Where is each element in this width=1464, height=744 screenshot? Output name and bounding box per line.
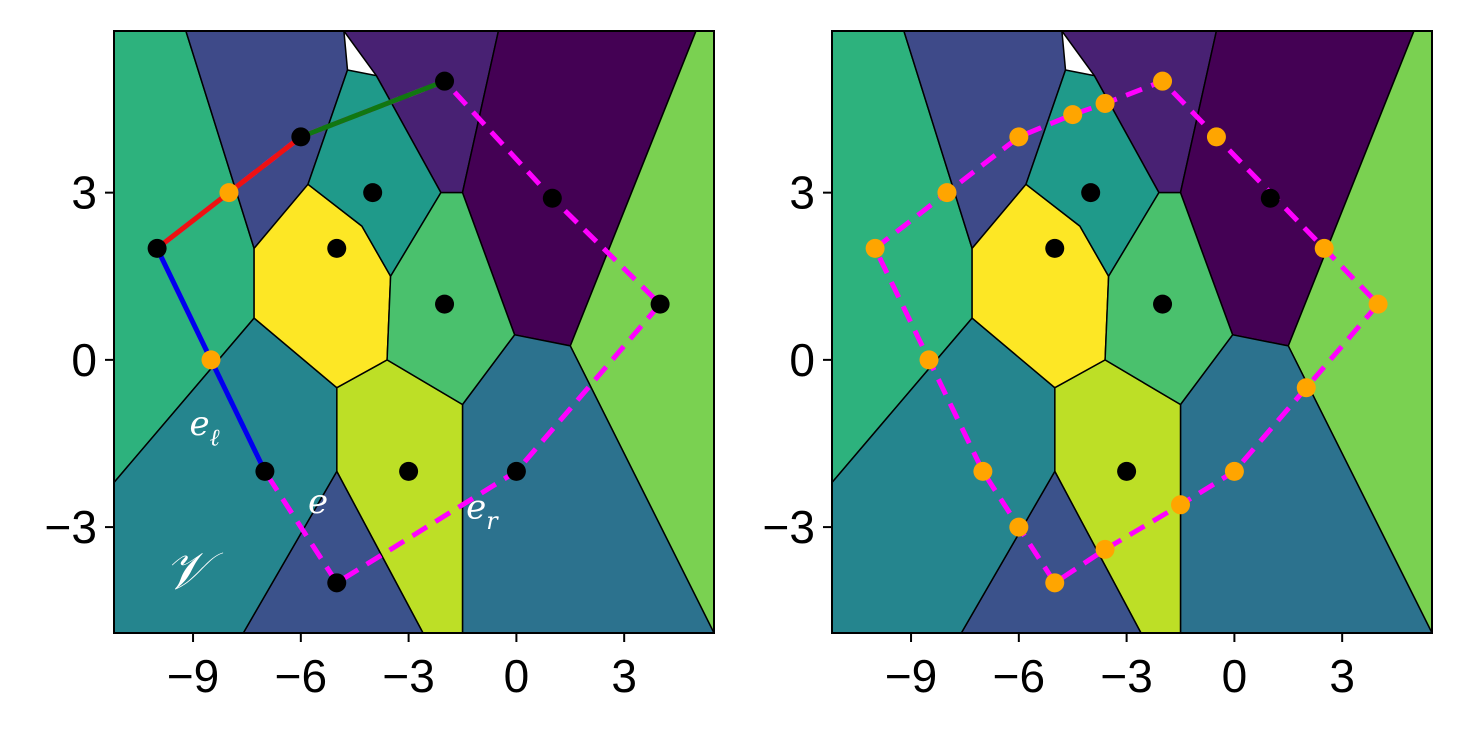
site-point-0 — [1045, 238, 1065, 258]
midpoint-marker-0 — [219, 183, 239, 203]
site-point-2 — [1153, 294, 1173, 314]
axes-frame — [113, 30, 715, 634]
midpoint-marker-1 — [201, 350, 221, 370]
boundary-path — [154, 78, 664, 587]
site-point-3 — [1117, 461, 1137, 481]
annotation-subscript-3: r — [486, 507, 499, 535]
axes-frame — [831, 30, 1433, 634]
voronoi-cell-4 — [569, 31, 714, 633]
site-point-1 — [291, 127, 311, 147]
y-tick-label-2: −3 — [45, 501, 97, 553]
site-point-4 — [1260, 188, 1280, 208]
x-tick-label-0: −9 — [167, 650, 219, 702]
voronoi-cell-4 — [1287, 31, 1432, 633]
x-tick-label-1: −6 — [993, 650, 1045, 702]
midpoint-marker-13 — [1045, 573, 1065, 593]
midpoint-marker-5 — [1153, 71, 1173, 91]
midpoint-marker-14 — [1009, 517, 1029, 537]
site-point-0 — [147, 238, 167, 258]
x-tick-label-3: 0 — [1222, 650, 1248, 702]
annotation-subscript-2: ℓ — [210, 423, 220, 451]
x-tick-label-2: −3 — [1100, 650, 1152, 702]
highlighted-edge-1 — [298, 78, 448, 140]
x-tick-label-1: −6 — [275, 650, 327, 702]
midpoint-marker-8 — [1368, 294, 1388, 314]
midpoint-marker-2 — [1009, 127, 1029, 147]
boundary-path — [872, 78, 1382, 587]
midpoint-marker-7 — [1314, 238, 1334, 258]
x-tick-label-4: 3 — [1329, 650, 1355, 702]
midpoint-marker-4 — [1095, 93, 1115, 113]
x-tick-label-2: −3 — [382, 650, 434, 702]
site-point-3 — [542, 188, 562, 208]
y-tick-label-1: 0 — [789, 334, 815, 386]
site-point-11 — [399, 461, 419, 481]
midpoint-marker-3 — [1063, 105, 1083, 125]
x-tick-label-4: 3 — [611, 650, 637, 702]
midpoint-marker-12 — [1095, 539, 1115, 559]
site-point-4 — [650, 294, 670, 314]
midpoint-marker-9 — [1296, 378, 1316, 398]
y-tick-label-1: 0 — [71, 334, 97, 386]
midpoint-marker-1 — [937, 183, 957, 203]
site-point-6 — [327, 573, 347, 593]
x-tick-label-3: 0 — [504, 650, 530, 702]
annotation-label-1: e — [308, 482, 328, 522]
midpoint-marker-10 — [1224, 461, 1244, 481]
y-tick-label-0: 3 — [71, 167, 97, 219]
midpoint-marker-15 — [973, 461, 993, 481]
midpoint-marker-16 — [919, 350, 939, 370]
plot-area — [832, 31, 1432, 633]
midpoint-marker-6 — [1206, 127, 1226, 147]
site-point-9 — [363, 183, 383, 203]
voronoi-panel-right: −9 −6 −3 0 3 3 0 −3 — [763, 30, 1433, 702]
site-point-1 — [1081, 183, 1101, 203]
site-point-5 — [506, 461, 526, 481]
site-point-10 — [435, 294, 455, 314]
site-point-7 — [255, 461, 275, 481]
midpoint-marker-11 — [1171, 495, 1191, 515]
y-tick-label-2: −3 — [763, 501, 815, 553]
midpoint-marker-0 — [865, 238, 885, 258]
site-point-8 — [327, 238, 347, 258]
site-point-2 — [435, 71, 455, 91]
x-tick-label-0: −9 — [885, 650, 937, 702]
y-tick-label-0: 3 — [789, 167, 815, 219]
